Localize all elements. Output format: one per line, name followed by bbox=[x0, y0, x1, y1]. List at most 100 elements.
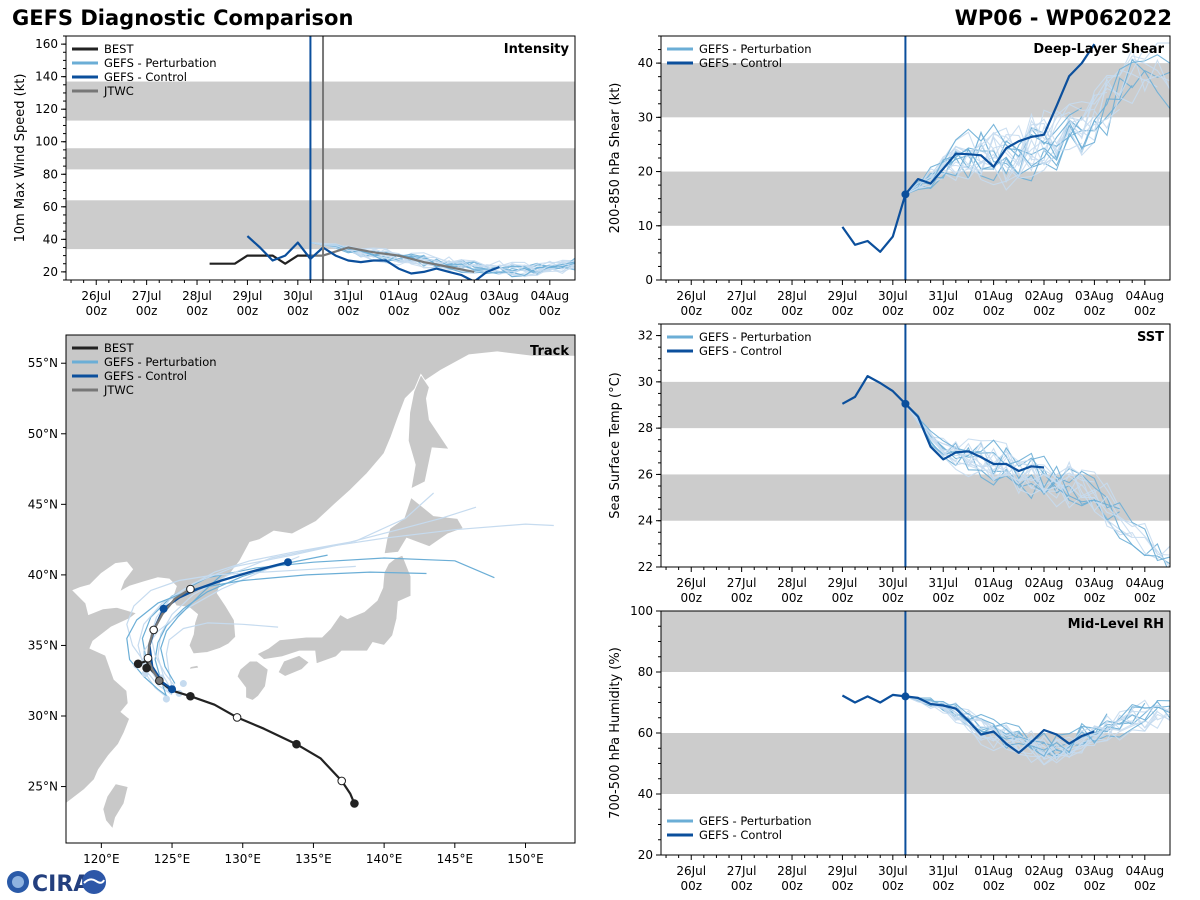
cira-logo-text: CIRA bbox=[32, 872, 90, 897]
y-tick-label: 40 bbox=[638, 56, 653, 70]
lon-tick-label: 140°E bbox=[366, 852, 403, 866]
x-tick-label-hour: 00z bbox=[1033, 879, 1055, 893]
x-tick-label-date: 28Jul bbox=[777, 864, 807, 878]
x-tick-label-hour: 00z bbox=[438, 304, 460, 318]
legend-entry: GEFS - Control bbox=[699, 344, 782, 358]
y-tick-label: 30 bbox=[638, 110, 653, 124]
x-tick-label-hour: 00z bbox=[882, 304, 904, 318]
perturbation-member-line bbox=[905, 695, 1133, 757]
x-tick-label-date: 31Jul bbox=[928, 289, 958, 303]
legend-entry: JTWC bbox=[103, 383, 134, 397]
x-tick-label-date: 31Jul bbox=[928, 576, 958, 590]
x-tick-label-hour: 00z bbox=[237, 304, 259, 318]
perturbation-member-line bbox=[310, 242, 575, 276]
y-axis-label: 10m Max Wind Speed (kt) bbox=[13, 74, 28, 243]
jtwc-track-marker bbox=[143, 653, 153, 663]
y-tick-label: 60 bbox=[638, 726, 653, 740]
y-tick-label: 40 bbox=[43, 232, 58, 246]
shaded-band bbox=[66, 148, 575, 170]
legend-entry: GEFS - Perturbation bbox=[699, 42, 812, 56]
init-point-marker bbox=[901, 190, 910, 199]
plot-area-rh bbox=[841, 693, 1170, 766]
y-tick-label: 30 bbox=[638, 375, 653, 389]
perturbation-member-line bbox=[905, 695, 1170, 766]
lat-tick-label: 45°N bbox=[28, 497, 58, 511]
map-area bbox=[66, 335, 575, 830]
perturbation-track-line bbox=[126, 571, 427, 699]
perturbation-track-marker bbox=[162, 695, 170, 703]
landmass-jeju bbox=[188, 664, 200, 671]
x-tick-label-hour: 00z bbox=[983, 591, 1005, 605]
x-tick-label-date: 04Aug bbox=[1125, 864, 1164, 878]
x-tick-label-hour: 00z bbox=[337, 304, 359, 318]
perturbation-member-line bbox=[905, 403, 1083, 486]
perturbation-member-line bbox=[905, 91, 1108, 195]
x-tick-label-date: 28Jul bbox=[777, 289, 807, 303]
control-series-line bbox=[246, 235, 500, 280]
axes-frame bbox=[660, 323, 1171, 568]
y-tick-label: 120 bbox=[35, 102, 58, 116]
lon-tick-label: 130°E bbox=[224, 852, 261, 866]
landmass-shikoku bbox=[277, 654, 310, 678]
x-tick-label-date: 29Jul bbox=[828, 864, 858, 878]
y-tick-label: 28 bbox=[638, 421, 653, 435]
x-tick-label-date: 26Jul bbox=[676, 576, 706, 590]
x-tick-label-date: 02Aug bbox=[1025, 864, 1064, 878]
best-series-line bbox=[209, 254, 311, 265]
x-tick-label-hour: 00z bbox=[781, 304, 803, 318]
best-track-marker bbox=[133, 659, 143, 669]
jtwc-series-line bbox=[310, 246, 475, 273]
x-tick-label-hour: 00z bbox=[680, 304, 702, 318]
perturbation-track-marker bbox=[179, 680, 187, 688]
y-tick-label: 0 bbox=[645, 273, 653, 287]
perturbation-member-line bbox=[905, 58, 1170, 195]
x-tick-label-hour: 00z bbox=[489, 304, 511, 318]
x-tick-label-date: 28Jul bbox=[777, 576, 807, 590]
y-tick-label: 20 bbox=[43, 265, 58, 279]
y-tick-label: 10 bbox=[638, 219, 653, 233]
x-tick-label-hour: 00z bbox=[1033, 591, 1055, 605]
y-tick-label: 22 bbox=[638, 560, 653, 574]
panel-shear: 01020304026Jul00z27Jul00z28Jul00z29Jul00… bbox=[608, 35, 1171, 318]
x-tick-label-date: 30Jul bbox=[878, 864, 908, 878]
legend-entry: GEFS - Perturbation bbox=[104, 355, 217, 369]
control-series-line bbox=[841, 43, 1096, 253]
x-tick-label-date: 27Jul bbox=[132, 289, 162, 303]
perturbation-member-line bbox=[905, 695, 1170, 754]
perturbation-member-line bbox=[905, 78, 1158, 195]
plot-area-sst bbox=[841, 375, 1170, 567]
x-tick-label-date: 29Jul bbox=[233, 289, 263, 303]
init-point-marker bbox=[901, 692, 910, 701]
landmass-kyushu bbox=[236, 660, 269, 702]
x-tick-label-hour: 00z bbox=[1084, 591, 1106, 605]
x-tick-label-hour: 00z bbox=[731, 879, 753, 893]
panel-intensity: 2040608010012014016026Jul00z27Jul00z28Ju… bbox=[13, 35, 576, 318]
control-track-marker bbox=[159, 604, 168, 613]
perturbation-track-line bbox=[150, 506, 477, 687]
legend-entry: GEFS - Perturbation bbox=[699, 330, 812, 344]
best-track-marker bbox=[142, 663, 151, 673]
x-tick-label-date: 30Jul bbox=[283, 289, 313, 303]
plot-area-shear bbox=[841, 42, 1170, 253]
legend-entry: GEFS - Control bbox=[104, 369, 187, 383]
x-tick-label-hour: 00z bbox=[983, 879, 1005, 893]
panel-title: Intensity bbox=[504, 42, 570, 57]
lon-tick-label: 145°E bbox=[437, 852, 474, 866]
x-tick-label-hour: 00z bbox=[932, 591, 954, 605]
x-tick-label-hour: 00z bbox=[781, 591, 803, 605]
x-tick-label-date: 30Jul bbox=[878, 289, 908, 303]
control-series-line bbox=[841, 693, 1095, 754]
x-tick-label-date: 02Aug bbox=[430, 289, 469, 303]
y-tick-label: 20 bbox=[638, 848, 653, 862]
x-tick-label-date: 27Jul bbox=[727, 576, 757, 590]
control-track-marker bbox=[283, 558, 292, 567]
x-tick-label-date: 03Aug bbox=[1075, 864, 1114, 878]
perturbation-member-line bbox=[905, 125, 1083, 195]
perturbation-track-line bbox=[165, 622, 279, 688]
panel-sst: 22242628303226Jul00z27Jul00z28Jul00z29Ju… bbox=[608, 323, 1171, 605]
y-tick-label: 80 bbox=[638, 665, 653, 679]
x-tick-label-hour: 00z bbox=[832, 879, 854, 893]
perturbation-member-line bbox=[905, 403, 1170, 562]
panel-title: SST bbox=[1137, 330, 1164, 345]
perturbation-member-line bbox=[905, 94, 1095, 195]
